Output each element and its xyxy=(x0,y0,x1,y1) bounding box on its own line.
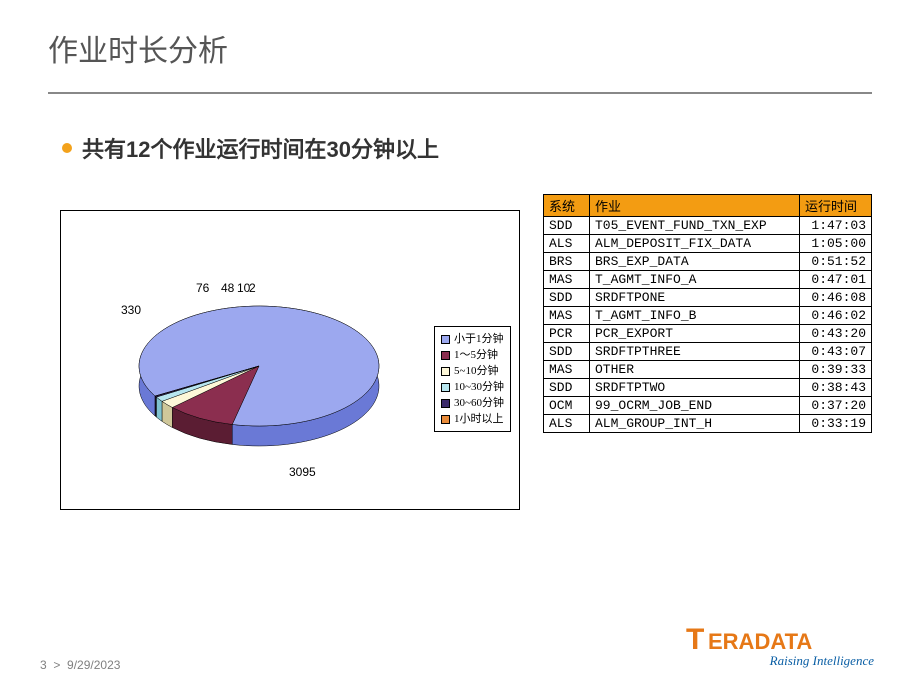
table-cell: SRDFTPTWO xyxy=(590,379,800,397)
table-cell: 1:47:03 xyxy=(800,217,872,235)
table-cell: 0:43:20 xyxy=(800,325,872,343)
table-cell: 0:38:43 xyxy=(800,379,872,397)
table-cell: PCR_EXPORT xyxy=(590,325,800,343)
table-cell: 1:05:00 xyxy=(800,235,872,253)
legend-item: 小于1分钟 xyxy=(441,331,504,347)
teradata-logo-icon: T ERADATA Raising Intelligence xyxy=(686,621,876,671)
svg-text:Raising Intelligence: Raising Intelligence xyxy=(769,653,875,668)
table-cell: OCM xyxy=(544,397,590,415)
pie-chart-svg xyxy=(69,241,429,501)
pie-data-label: 76 xyxy=(196,281,209,295)
bullet-item: 共有12个作业运行时间在30分钟以上 xyxy=(62,132,920,164)
page-title: 作业时长分析 xyxy=(48,26,920,70)
table-row: SDDSRDFTPONE0:46:08 xyxy=(544,289,872,307)
table-cell: BRS xyxy=(544,253,590,271)
table-cell: SDD xyxy=(544,379,590,397)
table-cell: 0:37:20 xyxy=(800,397,872,415)
svg-text:T: T xyxy=(686,623,704,656)
table-cell: PCR xyxy=(544,325,590,343)
table-row: MASOTHER0:39:33 xyxy=(544,361,872,379)
table-cell: BRS_EXP_DATA xyxy=(590,253,800,271)
table-row: MAST_AGMT_INFO_B0:46:02 xyxy=(544,307,872,325)
legend-item: 30~60分钟 xyxy=(441,395,504,411)
chart-legend: 小于1分钟1～5分钟5~10分钟10~30分钟30~60分钟1小时以上 xyxy=(434,326,511,432)
legend-label: 小于1分钟 xyxy=(454,331,504,347)
table-cell: OTHER xyxy=(590,361,800,379)
jobs-table: 系统作业运行时间 SDDT05_EVENT_FUND_TXN_EXP1:47:0… xyxy=(543,194,872,433)
jobs-table-wrap: 系统作业运行时间 SDDT05_EVENT_FUND_TXN_EXP1:47:0… xyxy=(543,194,872,433)
table-header-cell: 系统 xyxy=(544,195,590,217)
table-cell: SDD xyxy=(544,217,590,235)
pie-data-label: 3095 xyxy=(289,465,316,479)
table-cell: ALS xyxy=(544,415,590,433)
table-header-cell: 运行时间 xyxy=(800,195,872,217)
legend-item: 10~30分钟 xyxy=(441,379,504,395)
pie-data-label: 330 xyxy=(121,303,141,317)
table-cell: ALM_GROUP_INT_H xyxy=(590,415,800,433)
table-cell: MAS xyxy=(544,307,590,325)
table-cell: ALS xyxy=(544,235,590,253)
legend-item: 5~10分钟 xyxy=(441,363,504,379)
table-row: SDDT05_EVENT_FUND_TXN_EXP1:47:03 xyxy=(544,217,872,235)
table-cell: MAS xyxy=(544,361,590,379)
table-cell: 0:46:02 xyxy=(800,307,872,325)
table-row: BRSBRS_EXP_DATA0:51:52 xyxy=(544,253,872,271)
table-cell: 0:46:08 xyxy=(800,289,872,307)
table-cell: 99_OCRM_JOB_END xyxy=(590,397,800,415)
slide-footer: 3 > 9/29/2023 xyxy=(40,658,120,672)
legend-label: 1～5分钟 xyxy=(454,347,498,363)
table-cell: SRDFTPONE xyxy=(590,289,800,307)
table-cell: 0:51:52 xyxy=(800,253,872,271)
table-row: OCM99_OCRM_JOB_END0:37:20 xyxy=(544,397,872,415)
table-row: ALSALM_GROUP_INT_H0:33:19 xyxy=(544,415,872,433)
table-row: SDDSRDFTPTWO0:38:43 xyxy=(544,379,872,397)
pie-data-label: 2 xyxy=(249,281,256,295)
legend-swatch-icon xyxy=(441,383,450,392)
pie-data-label: 48 xyxy=(221,281,234,295)
table-cell: MAS xyxy=(544,271,590,289)
bullet-text: 共有12个作业运行时间在30分钟以上 xyxy=(82,132,439,164)
page-number: 3 xyxy=(40,658,47,672)
table-cell: T05_EVENT_FUND_TXN_EXP xyxy=(590,217,800,235)
legend-swatch-icon xyxy=(441,399,450,408)
legend-label: 5~10分钟 xyxy=(454,363,498,379)
legend-swatch-icon xyxy=(441,415,450,424)
svg-text:ERADATA: ERADATA xyxy=(708,629,812,654)
table-cell: T_AGMT_INFO_A xyxy=(590,271,800,289)
footer-sep: > xyxy=(53,658,60,672)
table-cell: ALM_DEPOSIT_FIX_DATA xyxy=(590,235,800,253)
table-row: MAST_AGMT_INFO_A0:47:01 xyxy=(544,271,872,289)
legend-label: 1小时以上 xyxy=(454,411,504,427)
table-cell: 0:43:07 xyxy=(800,343,872,361)
bullet-dot-icon xyxy=(62,143,72,153)
table-row: ALSALM_DEPOSIT_FIX_DATA1:05:00 xyxy=(544,235,872,253)
legend-item: 1～5分钟 xyxy=(441,347,504,363)
table-cell: 0:47:01 xyxy=(800,271,872,289)
brand-logo: T ERADATA Raising Intelligence xyxy=(686,621,876,676)
table-cell: 0:33:19 xyxy=(800,415,872,433)
legend-item: 1小时以上 xyxy=(441,411,504,427)
table-row: PCRPCR_EXPORT0:43:20 xyxy=(544,325,872,343)
footer-date: 9/29/2023 xyxy=(67,658,120,672)
table-row: SDDSRDFTPTHREE0:43:07 xyxy=(544,343,872,361)
legend-swatch-icon xyxy=(441,367,450,376)
table-cell: T_AGMT_INFO_B xyxy=(590,307,800,325)
table-cell: SRDFTPTHREE xyxy=(590,343,800,361)
table-header-cell: 作业 xyxy=(590,195,800,217)
legend-swatch-icon xyxy=(441,335,450,344)
legend-label: 30~60分钟 xyxy=(454,395,504,411)
table-cell: SDD xyxy=(544,343,590,361)
table-cell: SDD xyxy=(544,289,590,307)
legend-label: 10~30分钟 xyxy=(454,379,504,395)
legend-swatch-icon xyxy=(441,351,450,360)
table-cell: 0:39:33 xyxy=(800,361,872,379)
pie-chart: 小于1分钟1～5分钟5~10分钟10~30分钟30~60分钟1小时以上 330 7… xyxy=(60,210,520,510)
